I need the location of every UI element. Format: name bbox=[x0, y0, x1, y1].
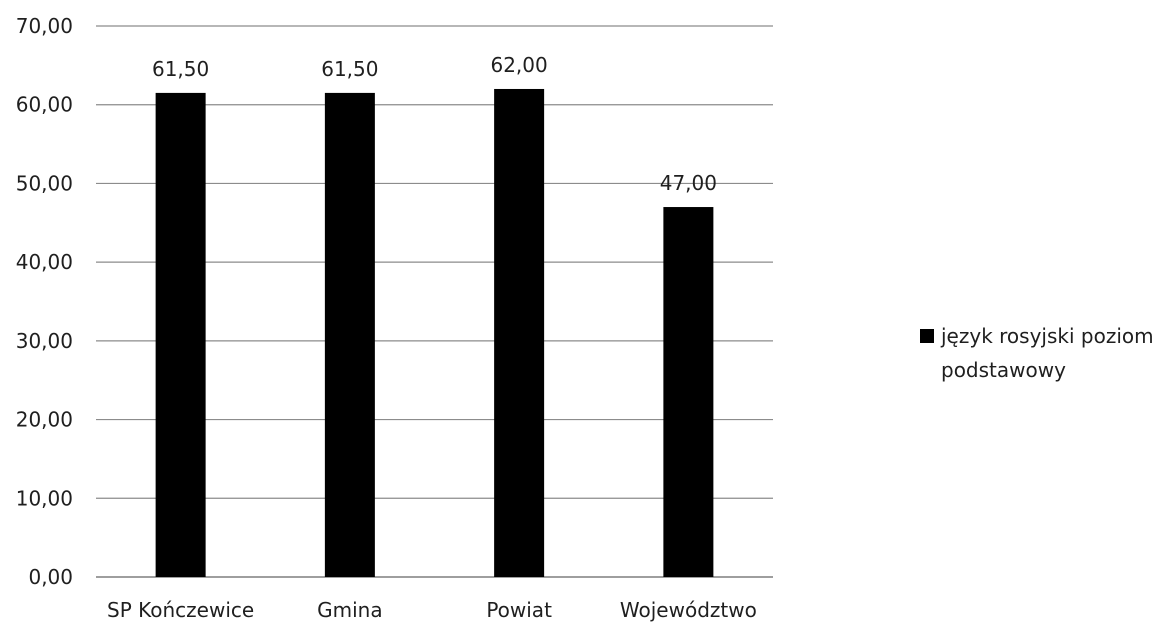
legend-swatch bbox=[920, 329, 934, 343]
y-tick-label: 30,00 bbox=[16, 329, 73, 353]
legend-label-line-1: język rosyjski poziom bbox=[940, 324, 1154, 348]
x-tick-label: Powiat bbox=[486, 598, 552, 622]
legend-label-line-2: podstawowy bbox=[941, 358, 1066, 382]
data-label: 47,00 bbox=[660, 171, 717, 195]
x-axis-labels: SP Kończewice Gmina Powiat Województwo bbox=[107, 598, 757, 622]
y-tick-label: 40,00 bbox=[16, 250, 73, 274]
bars bbox=[155, 88, 714, 578]
bar bbox=[494, 88, 545, 577]
y-axis-labels: 0,00 10,00 20,00 30,00 40,00 50,00 60,00 70,00 bbox=[16, 14, 73, 589]
legend: język rosyjski poziom podstawowy bbox=[920, 324, 1154, 382]
gridlines bbox=[96, 25, 773, 578]
y-tick-label: 10,00 bbox=[16, 486, 73, 510]
y-tick-label: 60,00 bbox=[16, 93, 73, 117]
y-tick-label: 70,00 bbox=[16, 14, 73, 38]
bar bbox=[324, 92, 375, 578]
y-tick-label: 20,00 bbox=[16, 408, 73, 432]
data-label: 61,50 bbox=[321, 57, 378, 81]
data-labels: 61,50 61,50 62,00 47,00 bbox=[152, 53, 717, 195]
x-tick-label: Województwo bbox=[620, 598, 757, 622]
y-tick-label: 50,00 bbox=[16, 171, 73, 195]
x-tick-label: SP Kończewice bbox=[107, 598, 254, 622]
y-tick-label: 0,00 bbox=[28, 565, 73, 589]
data-label: 61,50 bbox=[152, 57, 209, 81]
bar bbox=[155, 92, 206, 578]
x-tick-label: Gmina bbox=[317, 598, 382, 622]
data-label: 62,00 bbox=[490, 53, 547, 77]
bar bbox=[663, 207, 714, 578]
